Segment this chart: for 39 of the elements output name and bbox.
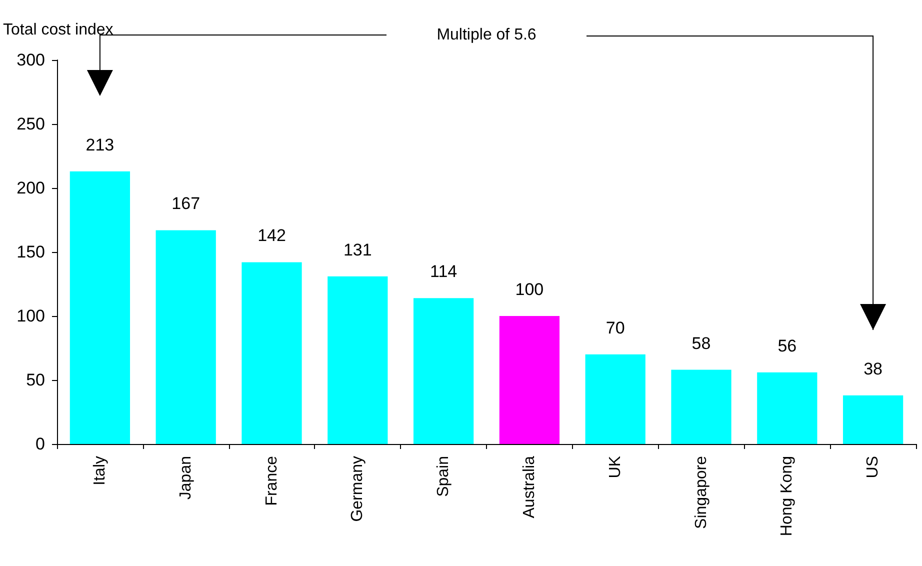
bar (671, 370, 732, 444)
y-tick-label: 300 (16, 50, 45, 70)
y-tick-label: 0 (36, 434, 45, 454)
y-tick-label: 200 (16, 178, 45, 198)
data-label: 56 (778, 336, 797, 356)
text: Multiple of 5.6 (436, 26, 536, 44)
bar (757, 372, 818, 444)
y-tick-label: 150 (16, 242, 45, 262)
data-label: 114 (430, 262, 458, 282)
x-tick-label: Australia (520, 456, 538, 518)
bar (413, 298, 474, 444)
bar (70, 171, 130, 444)
bar (842, 395, 904, 444)
bar (156, 230, 216, 444)
x-tick-label: Singapore (692, 456, 710, 529)
x-tick-label: US (864, 456, 882, 478)
y-axis-title: Total cost index (3, 22, 114, 38)
x-tick-label: France (263, 456, 280, 506)
y-tick-label: 250 (16, 114, 45, 134)
data-label: 167 (172, 194, 200, 214)
x-tick-label: UK (606, 456, 624, 478)
bar (242, 262, 302, 444)
y-tick-label: 100 (16, 306, 45, 326)
data-label: 142 (258, 226, 286, 246)
bar (499, 316, 560, 444)
data-label: 58 (692, 334, 711, 353)
data-label: 38 (864, 359, 883, 378)
y-tick-label: 50 (26, 370, 45, 390)
bar (328, 276, 388, 444)
x-tick-label: Spain (435, 456, 452, 497)
data-label: 131 (343, 240, 372, 260)
data-label: 70 (606, 318, 625, 338)
x-tick-label: Italy (91, 456, 108, 486)
bar (585, 354, 646, 444)
data-label: 100 (515, 280, 544, 299)
x-tick-label: Germany (349, 456, 366, 522)
data-label: 213 (86, 135, 114, 154)
x-tick-label: Hong Kong (778, 456, 796, 536)
x-tick-label: Japan (177, 456, 194, 500)
